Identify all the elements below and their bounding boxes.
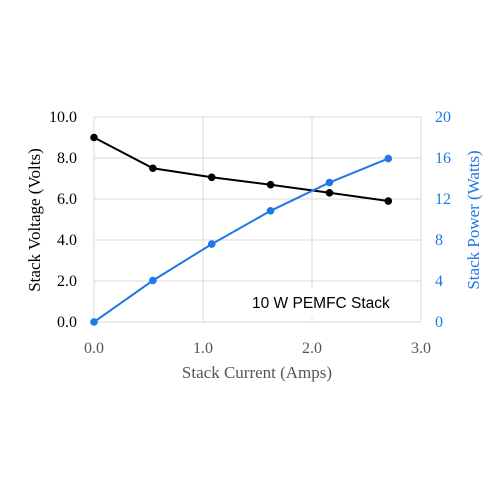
series-line [93, 157, 389, 323]
series-layer [90, 133, 393, 326]
data-point [207, 173, 216, 182]
left-axis-title: Stack Voltage (Volts) [25, 148, 44, 292]
grid-lines [93, 116, 422, 323]
data-point [207, 240, 216, 248]
left-tick-label: 8.0 [57, 150, 77, 167]
left-tick-label: 10.0 [49, 109, 77, 126]
data-point [149, 164, 157, 173]
left-tick-label: 4.0 [57, 232, 77, 249]
right-tick-label: 0 [435, 314, 443, 331]
x-tick-label: 3.0 [411, 340, 431, 357]
right-axis-title: Stack Power (Watts) [464, 150, 483, 289]
right-axis-ticks: 0 4 8 12 16 20 [435, 109, 451, 331]
x-tick-label: 1.0 [193, 340, 213, 357]
data-point [90, 133, 98, 142]
annotation-background [246, 288, 408, 318]
x-tick-label: 2.0 [302, 340, 322, 357]
left-axis-ticks: 0.0 2.0 4.0 6.0 8.0 10.0 [49, 109, 77, 331]
data-point [149, 276, 157, 285]
data-point [325, 178, 334, 187]
left-tick-label: 6.0 [57, 191, 77, 208]
chart-annotation: 10 W PEMFC Stack [252, 295, 390, 312]
x-tick-label: 0.0 [84, 340, 104, 357]
data-point [325, 189, 334, 197]
x-axis-ticks: 0.0 1.0 2.0 3.0 [84, 340, 431, 357]
right-tick-label: 4 [435, 273, 443, 290]
right-tick-label: 16 [435, 150, 451, 167]
series-line [93, 136, 389, 202]
voltage-series [90, 133, 393, 205]
data-point [266, 206, 275, 215]
x-axis-title: Stack Current (Amps) [182, 363, 332, 382]
data-point [266, 180, 275, 189]
data-point [384, 197, 393, 205]
data-point [90, 318, 98, 326]
left-tick-label: 2.0 [57, 273, 77, 290]
right-tick-label: 12 [435, 191, 451, 208]
left-tick-label: 0.0 [57, 314, 77, 331]
right-tick-label: 8 [435, 232, 443, 249]
data-point [384, 154, 393, 163]
right-tick-label: 20 [435, 109, 451, 126]
power-series [90, 154, 393, 326]
